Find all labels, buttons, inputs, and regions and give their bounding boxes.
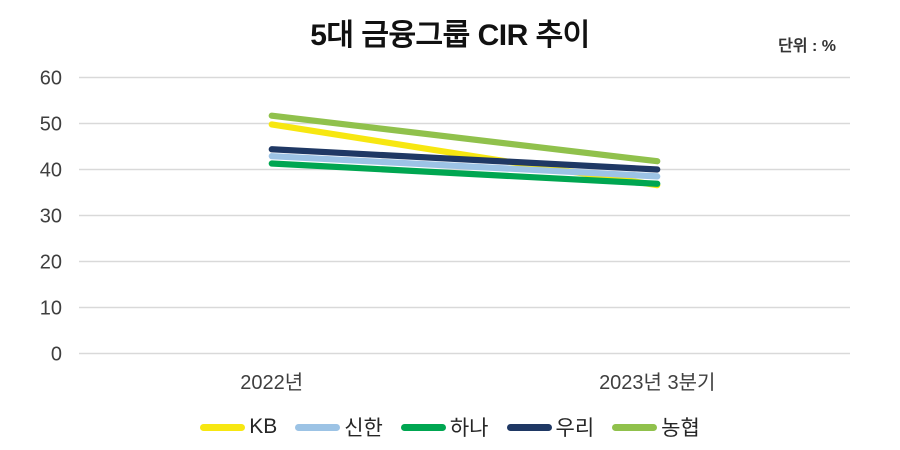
series-line-농협: [268, 112, 661, 165]
x-axis-label-0: 2022년: [240, 371, 303, 394]
y-tick-label-60: 60: [40, 68, 62, 90]
legend-label-우리: 우리: [555, 417, 595, 440]
legend-item-하나: 하나: [400, 412, 489, 442]
legend-label-농협: 농협: [661, 417, 700, 440]
legend-label-신한: 신한: [344, 417, 383, 440]
series-line-신한: [268, 153, 661, 180]
legend-label-KB: KB: [249, 415, 278, 438]
unit-label: 단위 : %: [778, 38, 836, 55]
legend-item-농협: 농협: [612, 412, 700, 442]
y-tick-label-30: 30: [40, 206, 62, 228]
legend-item-KB: KB: [200, 415, 277, 439]
legend-label-하나: 하나: [449, 417, 489, 440]
series-line-우리: [268, 146, 661, 173]
legend: KB 신한 하나 우리 농협: [0, 412, 900, 442]
y-tick-label-50: 50: [40, 114, 62, 136]
legend-swatch-KB: [200, 423, 246, 431]
legend-swatch-우리: [506, 423, 552, 431]
chart-title: 5대 금융그룹 CIR 추이: [310, 19, 590, 52]
series-line-하나: [268, 160, 661, 187]
y-tick-label-10: 10: [40, 298, 62, 320]
legend-item-신한: 신한: [295, 412, 383, 442]
y-tick-label-0: 0: [51, 344, 62, 366]
y-tick-label-40: 40: [40, 160, 62, 182]
y-tick-label-20: 20: [40, 252, 62, 274]
legend-item-우리: 우리: [506, 412, 595, 442]
x-axis-label-1: 2023년 3분기: [599, 371, 715, 394]
legend-swatch-하나: [400, 423, 446, 431]
legend-swatch-신한: [295, 423, 341, 431]
legend-swatch-농협: [612, 423, 658, 431]
